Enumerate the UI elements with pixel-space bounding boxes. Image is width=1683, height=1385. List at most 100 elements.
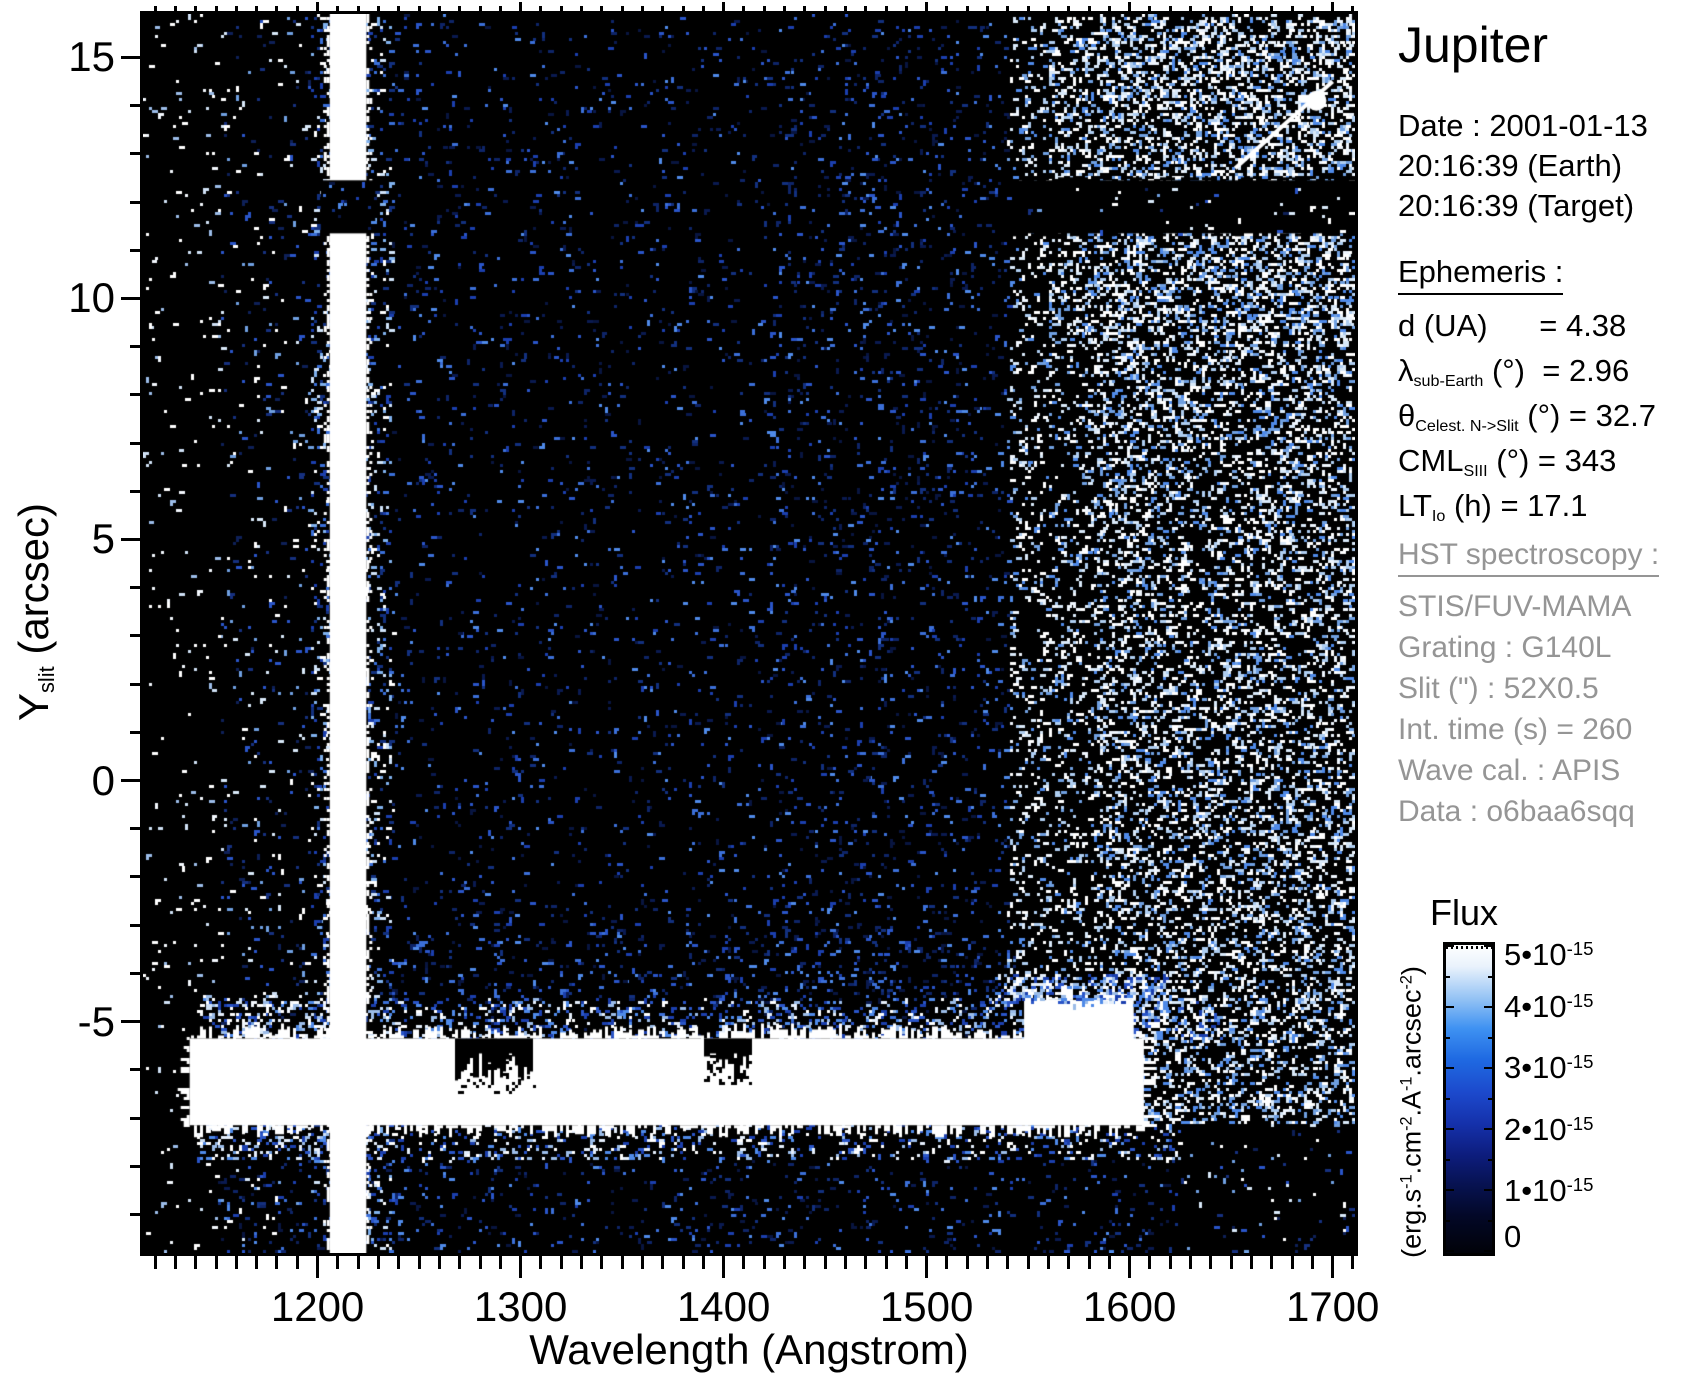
unit-exponent: -1	[1397, 1174, 1416, 1189]
x-axis-top-minor-tick	[1310, 6, 1314, 11]
x-axis-minor-tick	[1148, 1256, 1152, 1269]
flux-colorbar-tick-label: 2•10-15	[1504, 1108, 1593, 1152]
y-axis-title-symbol: Y	[10, 693, 57, 722]
y-axis-minor-tick	[130, 152, 143, 156]
y-axis-minor-tick	[130, 104, 143, 108]
x-axis-minor-tick	[153, 1256, 157, 1269]
x-axis-minor-tick	[1087, 1256, 1091, 1269]
x-axis-minor-tick	[843, 1256, 847, 1269]
x-axis-top-minor-tick	[1209, 6, 1213, 11]
x-axis-top-minor-tick	[904, 6, 908, 11]
unit-text: )	[1396, 966, 1427, 976]
x-axis-top-minor-tick	[417, 6, 421, 11]
ephemeris-subscript: Io	[1431, 506, 1446, 525]
flux-colorbar-tick	[1488, 1097, 1492, 1100]
x-axis-top-minor-tick	[620, 6, 624, 11]
x-axis-top-minor-tick	[559, 6, 563, 11]
flux-tick-exponent: -15	[1566, 989, 1594, 1011]
flux-colorbar-tick	[1484, 1067, 1492, 1069]
flux-colorbar-tick	[1446, 975, 1450, 978]
x-axis-minor-tick	[965, 1256, 969, 1269]
flux-tick-mantissa: 0	[1504, 1219, 1522, 1254]
flux-colorbar-tick	[1446, 1067, 1454, 1069]
x-axis-minor-tick	[661, 1256, 665, 1269]
x-axis-tick-label: 1500	[879, 1283, 974, 1330]
flux-colorbar-tick	[1446, 1006, 1454, 1008]
y-axis-tick-label: 0	[91, 756, 115, 804]
flux-tick-mantissa: 4•10	[1504, 989, 1567, 1024]
x-axis-minor-tick	[173, 1256, 177, 1269]
x-axis-title: Wavelength (Angstrom)	[529, 1326, 969, 1373]
x-axis-minor-tick	[255, 1256, 259, 1269]
x-axis-minor-tick	[783, 1256, 787, 1269]
x-axis-top-tick	[1128, 2, 1132, 11]
x-axis-top-minor-tick	[1148, 6, 1152, 11]
hst-spectroscopy-lines: STIS/FUV-MAMA Grating : G140L Slit (") : 5…	[1398, 586, 1659, 832]
flux-colorbar-tick	[1446, 945, 1454, 947]
x-axis-minor-tick	[1189, 1256, 1193, 1269]
x-axis-top-minor-tick	[1107, 6, 1111, 11]
hst-spectroscopy-line: Wave cal. : APIS	[1398, 754, 1621, 787]
y-axis-minor-tick	[130, 1068, 143, 1072]
flux-colorbar-tick-label: 1•10-15	[1504, 1169, 1593, 1213]
x-axis-top-minor-tick	[1087, 6, 1091, 11]
x-axis-top-minor-tick	[376, 6, 380, 11]
x-axis-top-minor-tick	[1026, 6, 1030, 11]
y-axis-minor-tick	[130, 923, 143, 927]
x-axis-top-minor-tick	[823, 6, 827, 11]
x-axis-minor-tick	[742, 1256, 746, 1269]
x-axis-minor-tick	[1209, 1256, 1213, 1269]
x-axis-minor-tick	[640, 1256, 644, 1269]
x-axis-minor-tick	[620, 1256, 624, 1269]
y-axis-minor-tick	[130, 441, 143, 445]
x-axis-minor-tick	[681, 1256, 685, 1269]
x-axis-minor-tick	[417, 1256, 421, 1269]
ephemeris-text: θ	[1398, 398, 1416, 433]
target-title: Jupiter	[1398, 17, 1549, 73]
x-axis-top-minor-tick	[275, 6, 279, 11]
x-axis-minor-tick	[336, 1256, 340, 1269]
flux-tick-mantissa: 3•10	[1504, 1050, 1567, 1085]
y-axis-title-subscript: slit	[34, 666, 60, 694]
x-axis-minor-tick	[437, 1256, 441, 1269]
x-axis-tick-label: 1700	[1285, 1283, 1380, 1330]
unit-text: .arcsec	[1396, 989, 1427, 1077]
y-axis-minor-tick	[130, 875, 143, 879]
observation-date-block: Date : 2001-01-13 20:16:39 (Earth) 20:16…	[1398, 106, 1648, 226]
y-axis-tick	[121, 296, 143, 300]
x-axis-minor-tick	[986, 1256, 990, 1269]
spectral-image-canvas	[143, 14, 1355, 1253]
y-axis-minor-tick	[130, 248, 143, 252]
x-axis-minor-tick	[1351, 1256, 1355, 1269]
y-axis-minor-tick	[130, 1164, 143, 1168]
x-axis-top-minor-tick	[1290, 6, 1294, 11]
ephemeris-heading: Ephemeris :	[1398, 254, 1564, 295]
x-axis-minor-tick	[1229, 1256, 1233, 1269]
x-axis-tick	[925, 1256, 929, 1278]
x-axis-minor-tick	[478, 1256, 482, 1269]
ephemeris-text: (h) = 17.1	[1445, 488, 1588, 523]
flux-colorbar-tick	[1488, 1158, 1492, 1161]
y-axis-minor-tick	[130, 345, 143, 349]
x-axis-top-minor-tick	[803, 6, 807, 11]
ephemeris-text: λ	[1398, 353, 1414, 388]
x-axis-top-tick	[722, 2, 726, 11]
y-axis-tick	[121, 1020, 143, 1024]
unit-text: .A	[1396, 1090, 1427, 1117]
flux-tick-mantissa: 5•10	[1504, 937, 1567, 972]
flux-colorbar-tick	[1484, 1189, 1492, 1191]
hst-spectroscopy-line: Grating : G140L	[1398, 631, 1612, 664]
y-axis-title-unit: (arcsec)	[10, 502, 57, 667]
ephemeris-subscript: sub-Earth	[1413, 371, 1484, 390]
x-axis-minor-tick	[803, 1256, 807, 1269]
x-axis-top-minor-tick	[884, 6, 888, 11]
x-axis-minor-tick	[234, 1256, 238, 1269]
x-axis-top-minor-tick	[214, 6, 218, 11]
ephemeris-row: d (UA) = 4.38	[1398, 303, 1656, 348]
y-axis-minor-tick	[130, 730, 143, 734]
x-axis-top-minor-tick	[255, 6, 259, 11]
ephemeris-text: d (UA) = 4.38	[1398, 308, 1627, 343]
x-axis-top-minor-tick	[194, 6, 198, 11]
flux-colorbar-tick-label: 3•10-15	[1504, 1046, 1593, 1090]
x-axis-minor-tick	[1026, 1256, 1030, 1269]
